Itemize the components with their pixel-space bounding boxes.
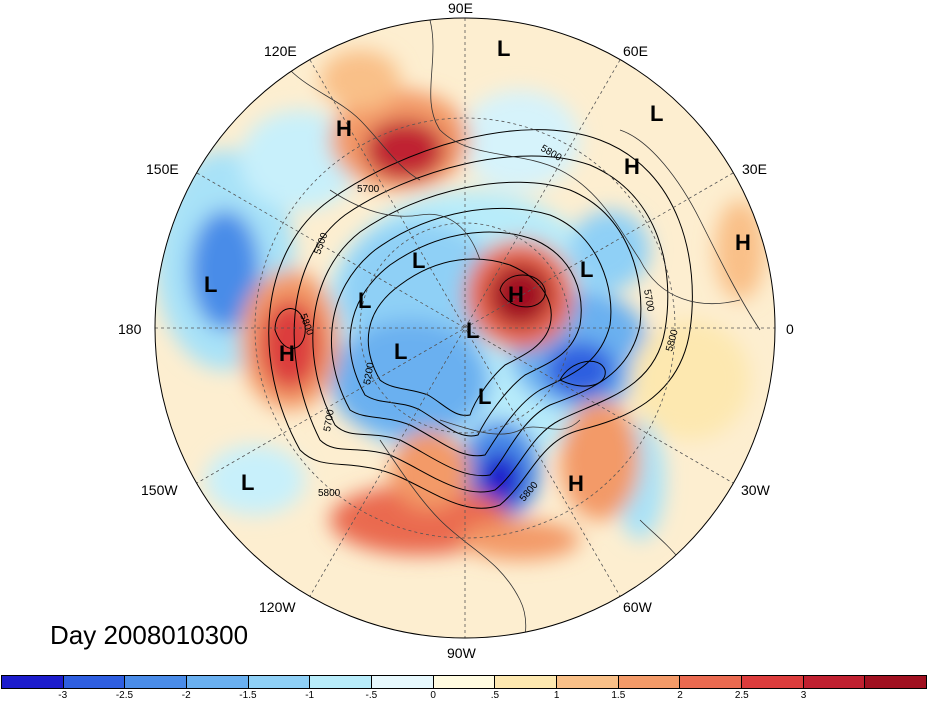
colorbar-ticks: -3 -2.5 -2 -1.5 -1 -.5 0 .5 1 1.5 2 2.5 3	[1, 690, 927, 702]
pressure-center-marker: L	[241, 470, 254, 495]
day-label: Day 2008010300	[50, 620, 249, 650]
pressure-center-marker: L	[497, 36, 510, 61]
colorbar-cell	[433, 676, 496, 688]
pressure-center-marker: L	[358, 288, 371, 313]
contour-label: 5800	[318, 488, 341, 499]
colorbar-cell	[557, 676, 619, 688]
colorbar-cell	[680, 676, 743, 688]
lon-label-90w: 90W	[447, 645, 477, 661]
colorbar-cell	[618, 676, 681, 688]
contour-label: 5700	[357, 184, 380, 195]
colorbar-tick-label: 1	[553, 690, 560, 701]
coastlines	[289, 19, 761, 638]
colorbar-cell	[187, 676, 249, 688]
colorbar-cell	[63, 676, 126, 688]
graticule	[155, 18, 775, 638]
pressure-center-marker: L	[466, 318, 479, 343]
colorbar-tick-label: -2	[181, 690, 191, 701]
lon-label-60e: 60E	[623, 43, 648, 59]
colorbar-tick-label: -2.5	[115, 690, 134, 701]
pressure-center-marker: H	[336, 116, 352, 141]
contour-labels: 5800 5700 5500 5800 5200 5700 5800 5800 …	[297, 143, 681, 504]
pressure-center-marker: L	[412, 248, 425, 273]
pressure-center-marker: L	[204, 272, 217, 297]
colorbar-cell	[125, 676, 188, 688]
contour-label: 5700	[641, 289, 656, 313]
colorbar-tick-label: 3	[800, 690, 807, 701]
colorbar-cell	[372, 676, 434, 688]
colorbar-tick-label: -1	[305, 690, 315, 701]
pressure-center-marker: L	[394, 339, 407, 364]
colorbar-tick-label: -.5	[365, 690, 378, 701]
polar-map: 5800 5700 5500 5800 5200 5700 5800 5800 …	[118, 0, 794, 661]
lon-label-60w: 60W	[623, 599, 653, 615]
colorbar-tick-label: 2	[677, 690, 683, 701]
height-contours	[268, 129, 693, 509]
lon-label-120e: 120E	[264, 43, 297, 59]
lon-label-150e: 150E	[146, 161, 179, 177]
lon-label-120w: 120W	[259, 599, 296, 615]
colorbar-cell	[865, 676, 927, 688]
colorbar-tick-label: -1.5	[239, 690, 257, 701]
lon-label-150w: 150W	[141, 482, 178, 498]
pressure-centers: L L H H H L H L L L L L H L H L	[204, 36, 751, 496]
contour-label: 5200	[362, 361, 377, 385]
colorbar-cell	[2, 676, 64, 688]
colorbar-tick-label: 1.5	[611, 690, 626, 701]
colorbar-cell	[803, 676, 866, 688]
pressure-center-marker: H	[624, 154, 640, 179]
lon-label-90e: 90E	[448, 0, 473, 16]
colorbar-cell	[742, 676, 804, 688]
colorbar-cell	[310, 676, 373, 688]
pressure-center-marker: L	[478, 384, 491, 409]
contour-label: 5700	[322, 408, 337, 432]
lon-label-30e: 30E	[742, 161, 767, 177]
pressure-center-marker: L	[580, 257, 593, 282]
pressure-center-marker: H	[735, 230, 751, 255]
pressure-center-marker: L	[650, 101, 663, 126]
colorbar-cell	[248, 676, 311, 688]
longitude-labels: 90E 60E 30E 0 30W 60W 90W 120W 150W 180 …	[118, 0, 794, 661]
colorbar-tick-label: 2.5	[734, 690, 749, 701]
map-boundary	[154, 17, 776, 639]
anomaly-shading	[155, 18, 775, 638]
lon-label-0: 0	[786, 321, 794, 337]
lon-label-30w: 30W	[741, 482, 771, 498]
colorbar	[1, 675, 927, 689]
pressure-center-marker: H	[279, 341, 295, 366]
pressure-center-marker: H	[568, 471, 584, 496]
pressure-center-marker: H	[508, 282, 524, 307]
colorbar-tick-label: 0	[430, 690, 436, 701]
colorbar-tick-label: .5	[490, 690, 500, 701]
lon-label-180: 180	[118, 321, 142, 337]
colorbar-cell	[495, 676, 558, 688]
colorbar-tick-label: -3	[58, 690, 68, 701]
